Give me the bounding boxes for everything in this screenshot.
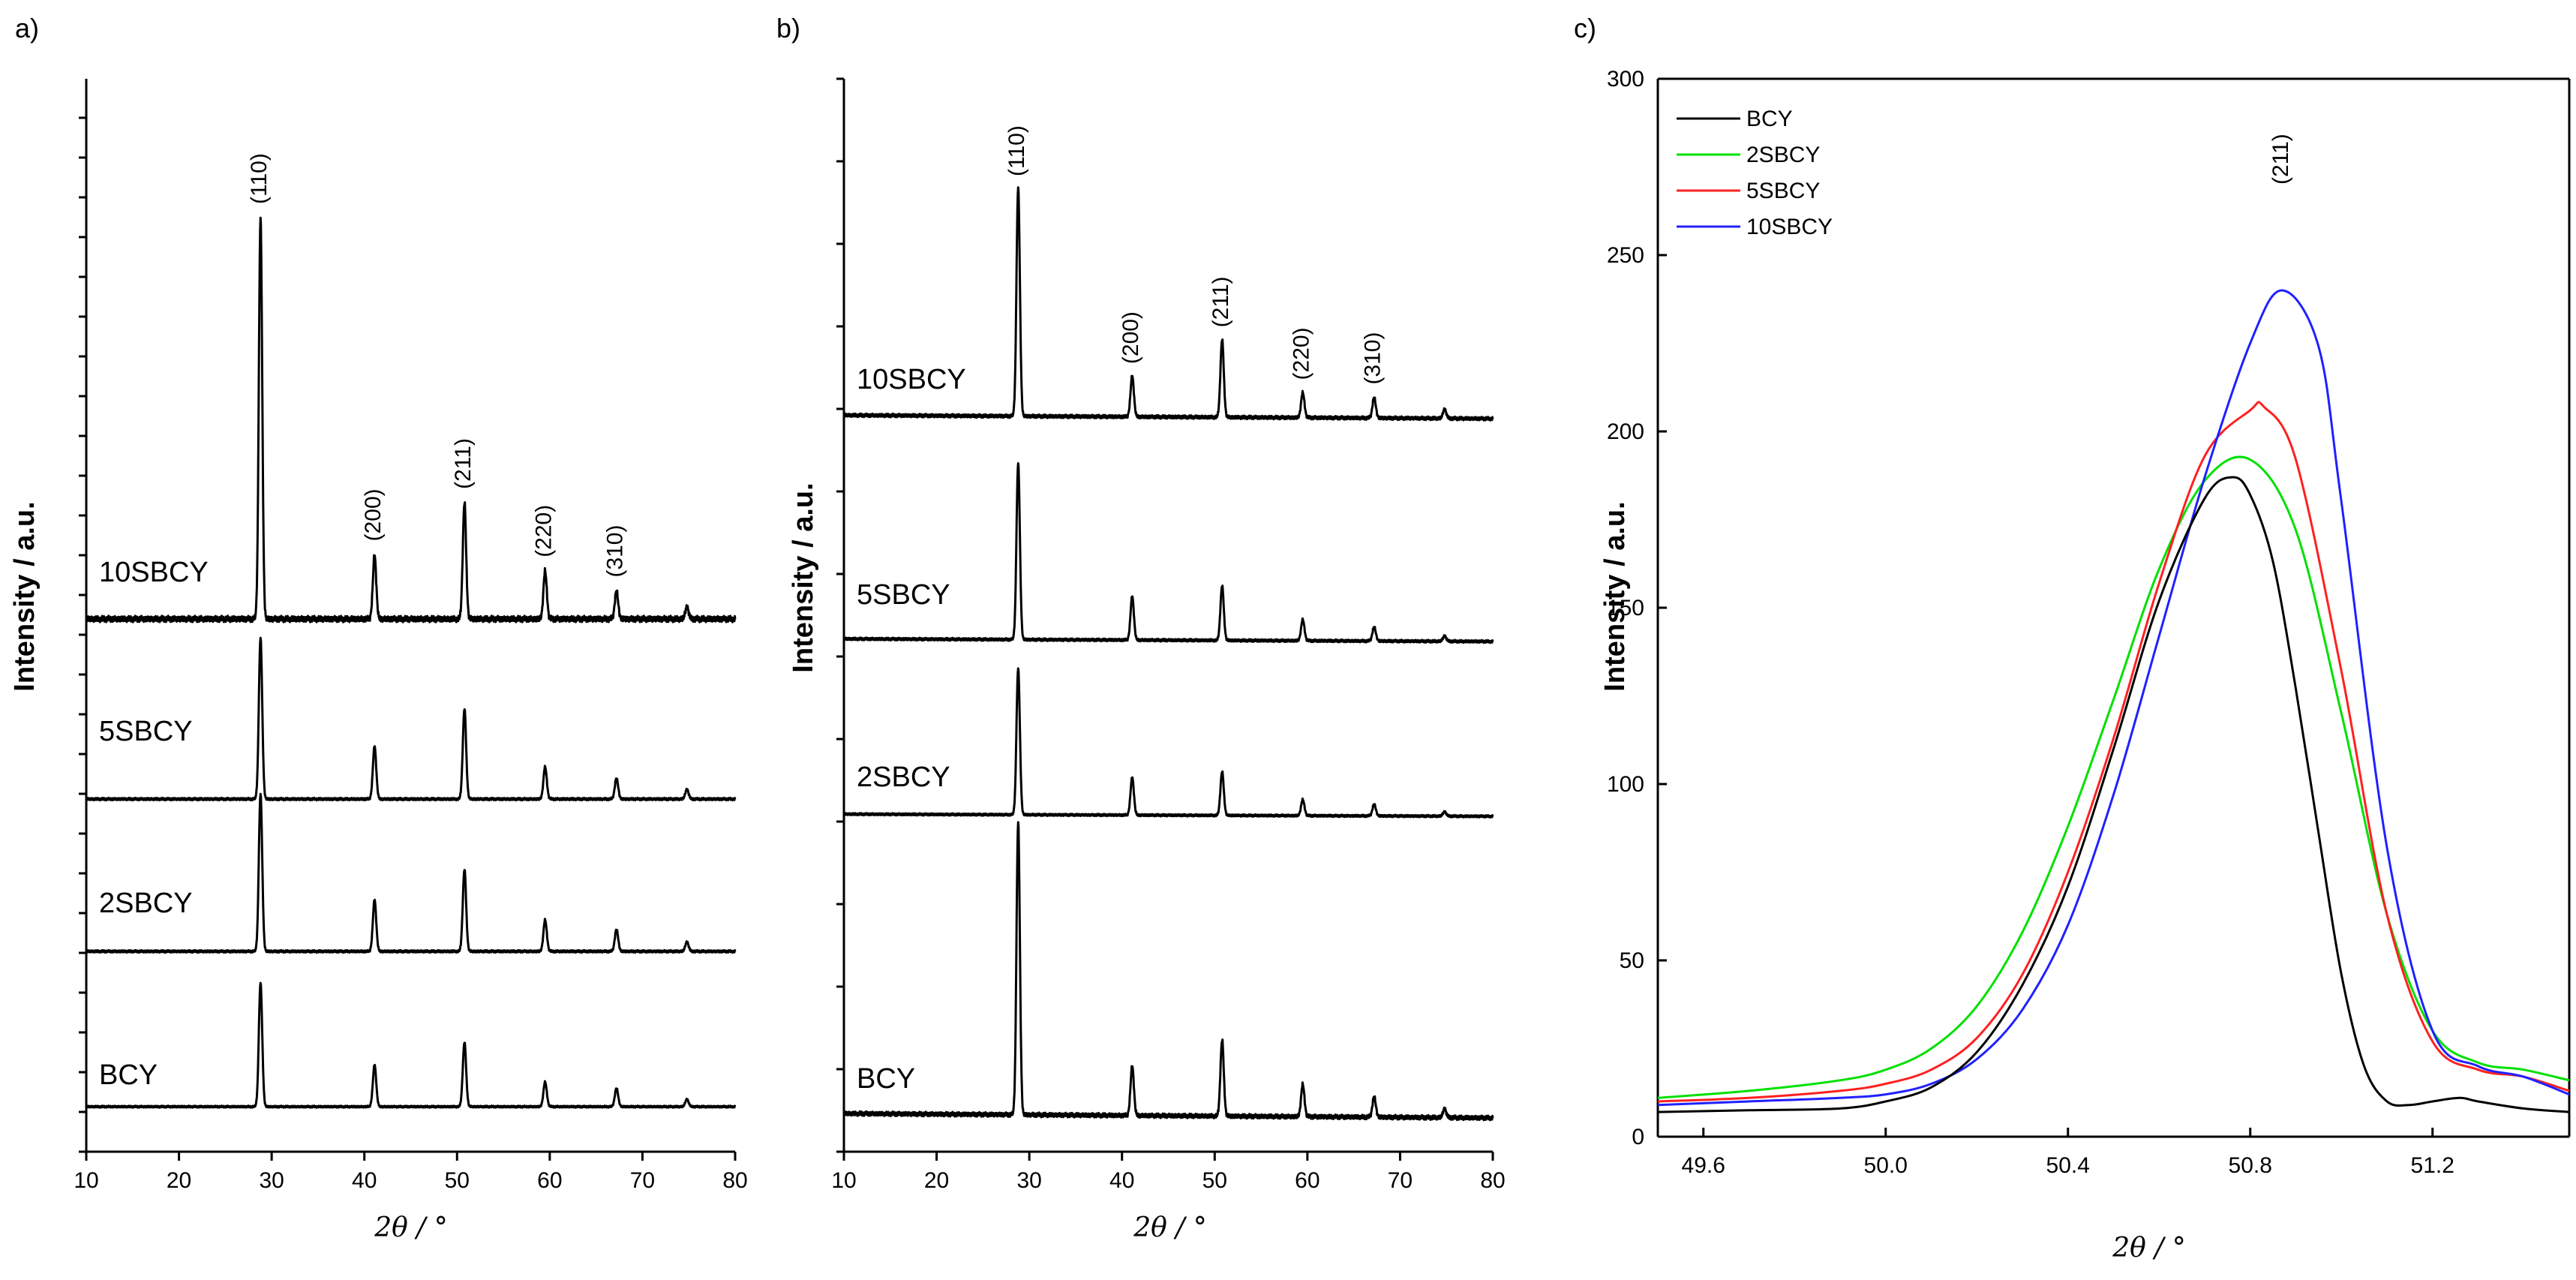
panel-c-plot-area: 0 50 100 150 200 250 300 49.6 50.0 50.4 50.8 51.2 (2… (1607, 67, 2571, 1178)
trace-bcy (1657, 476, 2570, 1113)
y-tick-label: 300 (1607, 67, 1644, 92)
legend-label-5sbcy: 5SBCY (1746, 179, 1820, 203)
x-tick-label: 51.2 (2411, 1153, 2454, 1178)
y-tick-label: 200 (1607, 419, 1644, 444)
hkl-label: (211) (1208, 276, 1233, 327)
hkl-label-211: (211) (2268, 134, 2293, 185)
x-tick-label: 60 (1295, 1168, 1320, 1193)
y-tick-label: 250 (1607, 243, 1644, 268)
panel-a: a) Intensity / a.u. 2θ / ° 10 20 30 40 50 60 7… (9, 13, 748, 1243)
x-tick-label: 20 (924, 1168, 949, 1193)
sample-label-5sbcy: 5SBCY (99, 716, 193, 747)
panel-b-x-axis-label: 2θ / ° (1133, 1212, 1207, 1243)
sample-label-bcy: BCY (857, 1063, 915, 1095)
panel-c-y-axis-label: Intensity / a.u. (1599, 501, 1631, 691)
trace-2sbcy (842, 667, 1494, 819)
hkl-label: (110) (247, 153, 272, 204)
x-tick-label: 50 (1202, 1168, 1227, 1193)
trace-5sbcy (85, 636, 737, 802)
x-tick-label: 30 (259, 1168, 284, 1193)
hkl-label: (220) (1290, 327, 1314, 380)
x-tick-label: 49.6 (1682, 1153, 1725, 1178)
panel-c-x-axis-label: 2θ / ° (2112, 1233, 2186, 1263)
y-tick-label: 100 (1607, 772, 1644, 797)
panel-a-y-axis-label: Intensity / a.u. (9, 501, 41, 691)
trace-5sbcy (842, 462, 1494, 645)
panel-c-label: c) (1574, 13, 1596, 44)
hkl-label: (200) (1118, 311, 1143, 364)
panel-b: b) Intensity / a.u. 2θ / ° 10 20 30 40 50 60 7… (776, 13, 1506, 1243)
hkl-label: (200) (361, 488, 386, 541)
x-tick-label: 70 (1388, 1168, 1413, 1193)
panel-c-legend: BCY 2SBCY 5SBCY 10SBCY (1677, 107, 1833, 239)
sample-label-bcy: BCY (99, 1059, 158, 1091)
trace-10sbcy (842, 186, 1494, 422)
panel-a-label: a) (15, 13, 39, 44)
trace-10sbcy (1657, 289, 2570, 1107)
sample-label-2sbcy: 2SBCY (99, 888, 193, 919)
sample-label-10sbcy: 10SBCY (857, 364, 966, 395)
x-tick-label: 50 (445, 1168, 470, 1193)
legend-label-bcy: BCY (1746, 107, 1793, 131)
trace-bcy (85, 981, 737, 1109)
hkl-label: (110) (1004, 125, 1029, 176)
trace-2sbcy (85, 792, 737, 954)
hkl-label: (211) (451, 438, 476, 489)
x-tick-label: 50.8 (2229, 1153, 2272, 1178)
x-tick-label: 30 (1016, 1168, 1041, 1193)
trace-2sbcy (1657, 455, 2570, 1099)
hkl-label: (310) (603, 525, 628, 578)
x-tick-label: 80 (722, 1168, 747, 1193)
panel-c: c) Intensity / a.u. 2θ / ° 0 50 100 150 200 2… (1574, 13, 2571, 1263)
panel-a-plot-area: 10 20 30 40 50 60 70 80 BCY 2SBCY 5SBCY 10SBCY (110)… (74, 79, 748, 1193)
x-tick-label: 50.4 (2046, 1153, 2090, 1178)
trace-bcy (842, 821, 1494, 1122)
legend-label-10sbcy: 10SBCY (1746, 215, 1833, 239)
panel-b-y-axis-label: Intensity / a.u. (788, 482, 819, 672)
x-tick-label: 80 (1480, 1168, 1505, 1193)
trace-10sbcy (85, 216, 737, 623)
x-tick-label: 40 (1109, 1168, 1134, 1193)
x-tick-label: 60 (537, 1168, 562, 1193)
sample-label-2sbcy: 2SBCY (857, 762, 950, 793)
y-tick-label: 50 (1620, 948, 1644, 973)
panel-a-x-axis-label: 2θ / ° (374, 1212, 448, 1243)
panel-b-plot-area: 10 20 30 40 50 60 70 80 BCY 2SBCY 5SBCY 10SBCY (110)… (831, 77, 1506, 1193)
legend-label-2sbcy: 2SBCY (1746, 143, 1820, 167)
trace-5sbcy (1657, 401, 2570, 1103)
panel-b-label: b) (776, 13, 800, 44)
x-tick-label: 20 (167, 1168, 191, 1193)
y-tick-label: 150 (1607, 596, 1644, 620)
x-tick-label: 40 (352, 1168, 377, 1193)
x-tick-label: 10 (831, 1168, 856, 1193)
sample-label-5sbcy: 5SBCY (857, 579, 950, 611)
hkl-label: (310) (1361, 332, 1386, 385)
x-tick-label: 10 (74, 1168, 98, 1193)
y-tick-label: 0 (1632, 1125, 1644, 1149)
sample-label-10sbcy: 10SBCY (99, 557, 209, 588)
x-tick-label: 70 (630, 1168, 655, 1193)
hkl-label: (220) (532, 505, 557, 557)
x-tick-label: 50.0 (1864, 1153, 1908, 1178)
